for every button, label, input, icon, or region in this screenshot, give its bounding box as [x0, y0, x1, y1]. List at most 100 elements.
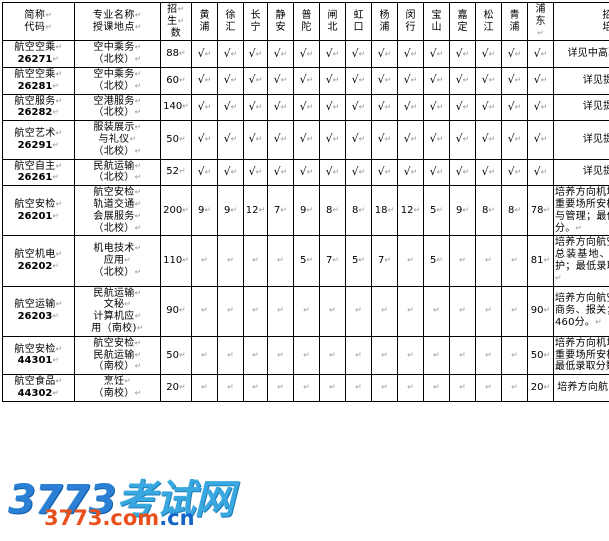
requirement-text: 培养方向航空机务维修、大飞机总装基地、迪士尼游艺设备维护；最低录取分数线为460…: [555, 237, 609, 272]
cell-abbr-code: 航空食品↵44302↵: [3, 375, 75, 402]
paragraph-mark-icon: ↵: [205, 167, 212, 176]
district-char: 松: [477, 10, 500, 22]
paragraph-mark-icon: ↵: [252, 306, 259, 315]
cell-district-嘉定: ↵: [450, 336, 476, 374]
cell-district-浦东: √↵: [528, 94, 554, 121]
paragraph-mark-icon: ↵: [179, 306, 186, 315]
cell-district-杨浦: √↵: [372, 41, 398, 68]
paragraph-mark-icon: ↵: [307, 135, 314, 144]
check-icon: √: [508, 165, 515, 178]
enrollment-count: 50: [166, 134, 179, 145]
paragraph-mark-icon: ↵: [436, 255, 443, 264]
cell-district-松江: 8↵: [476, 186, 502, 236]
paragraph-mark-icon: ↵: [52, 311, 59, 320]
cell-enrollment-count: 50↵: [161, 336, 192, 374]
check-icon: √: [482, 100, 489, 113]
district-char: 浦: [193, 22, 216, 34]
program-abbr: 航空食品: [14, 376, 55, 387]
cell-district-嘉定: ↵: [450, 375, 476, 402]
table-row: 航空安检↵44301↵航空安检↵民航运输↵（南校）↵50↵↵↵↵↵↵↵↵↵↵↵↵…: [3, 336, 609, 374]
cell-district-虹口: 8↵: [346, 186, 372, 236]
cell-major-location: 空港服务↵（北校）↵: [75, 94, 161, 121]
paragraph-mark-icon: ↵: [135, 267, 142, 276]
district-char: 闵: [399, 10, 422, 22]
cell-requirement: 培养方向航空货运及安检、航空商务、报关；最低录取分数线为460分。↵: [554, 286, 609, 336]
check-icon: √: [326, 165, 333, 178]
table-row: 航空服务↵26282↵空港服务↵（北校）↵140↵√↵√↵√↵√↵√↵√↵√↵√…: [3, 94, 609, 121]
paragraph-mark-icon: ↵: [541, 102, 548, 111]
cell-district-松江: √↵: [476, 94, 502, 121]
cell-district-松江: ↵: [476, 286, 502, 336]
paragraph-mark-icon: ↵: [182, 205, 189, 214]
paragraph-mark-icon: ↵: [329, 382, 336, 391]
enrollment-count: 52: [166, 166, 179, 177]
paragraph-mark-icon: ↵: [485, 350, 492, 359]
check-icon: √: [456, 165, 463, 178]
paragraph-mark-icon: ↵: [135, 69, 142, 78]
program-abbr: 航空运输: [14, 299, 55, 310]
check-icon: √: [404, 47, 411, 60]
cell-district-闵行: √↵: [398, 41, 424, 68]
cell-district-徐汇: √↵: [218, 94, 244, 121]
district-char: 浦: [373, 22, 396, 34]
paragraph-mark-icon: ↵: [135, 362, 142, 371]
cell-district-青浦: √↵: [502, 41, 528, 68]
district-char: 浦: [529, 4, 552, 16]
paragraph-mark-icon: ↵: [178, 16, 185, 25]
check-icon: √: [430, 73, 437, 86]
paragraph-mark-icon: ↵: [384, 255, 391, 264]
district-char: 浦: [503, 22, 526, 34]
cell-district-浦东: 50↵: [528, 336, 554, 374]
check-icon: √: [430, 165, 437, 178]
paragraph-mark-icon: ↵: [179, 382, 186, 391]
cell-district-静安: ↵: [268, 336, 294, 374]
paragraph-mark-icon: ↵: [459, 382, 466, 391]
cell-district-虹口: ↵: [346, 375, 372, 402]
paragraph-mark-icon: ↵: [231, 49, 238, 58]
check-icon: √: [326, 73, 333, 86]
paragraph-mark-icon: ↵: [277, 350, 284, 359]
cell-district-普陀: ↵: [294, 375, 320, 402]
paragraph-mark-icon: ↵: [256, 102, 263, 111]
check-icon: √: [224, 47, 231, 60]
header-requirement-direction: 招生要求↵ 培养方向↵: [554, 3, 609, 41]
cell-district-闵行: ↵: [398, 236, 424, 286]
paragraph-mark-icon: ↵: [544, 255, 551, 264]
major-line: 轨道交通: [93, 199, 134, 210]
cell-enrollment-count: 140↵: [161, 94, 192, 121]
major-line: 服装展示: [93, 122, 134, 133]
check-icon: √: [249, 132, 256, 145]
paragraph-mark-icon: ↵: [437, 167, 444, 176]
paragraph-mark-icon: ↵: [388, 205, 395, 214]
cell-major-location: 民航运输↵文秘↵计算机应↵用（南校)↵: [75, 286, 161, 336]
paragraph-mark-icon: ↵: [463, 49, 470, 58]
header-district-zhabei: 闸 北: [320, 3, 346, 41]
program-abbr: 航空艺术: [14, 128, 55, 139]
cell-district-黄浦: ↵: [192, 336, 218, 374]
major-line: 应用: [104, 255, 125, 266]
cell-district-黄浦: 9↵: [192, 186, 218, 236]
watermark-url-com: .com: [102, 506, 159, 530]
paragraph-mark-icon: ↵: [485, 382, 492, 391]
cell-district-黄浦: ↵: [192, 286, 218, 336]
check-icon: √: [430, 132, 437, 145]
paragraph-mark-icon: ↵: [205, 76, 212, 85]
paragraph-mark-icon: ↵: [407, 350, 414, 359]
major-line: （北校）: [93, 223, 134, 234]
watermark-url-cn: .cn: [159, 506, 194, 530]
cell-district-杨浦: 18↵: [372, 186, 398, 236]
watermark-site-name: 考试网: [116, 477, 233, 523]
header-district-changning: 长 宁: [244, 3, 268, 41]
cell-district-宝山: √↵: [424, 121, 450, 159]
cell-district-闸北: √↵: [320, 121, 346, 159]
cell-district-杨浦: √↵: [372, 94, 398, 121]
cell-district-长宁: √↵: [244, 121, 268, 159]
paragraph-mark-icon: ↵: [411, 49, 418, 58]
cell-district-青浦: √↵: [502, 159, 528, 186]
check-icon: √: [352, 100, 359, 113]
paragraph-mark-icon: ↵: [205, 49, 212, 58]
header-district-pudong: 浦 东↵: [528, 3, 554, 41]
paragraph-mark-icon: ↵: [437, 49, 444, 58]
header-district-jiading: 嘉 定: [450, 3, 476, 41]
check-icon: √: [482, 132, 489, 145]
